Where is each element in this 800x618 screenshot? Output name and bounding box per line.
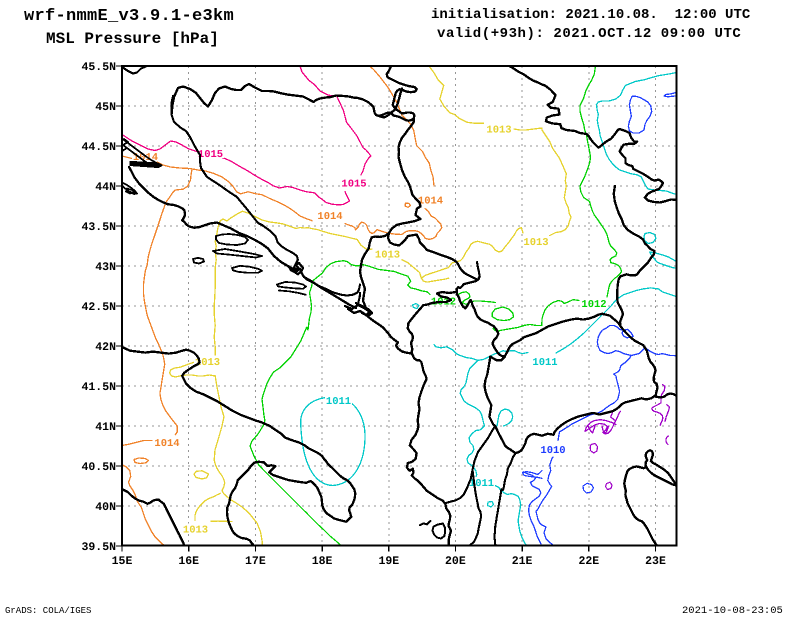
svg-text:21E: 21E [512,555,533,568]
svg-text:42N: 42N [95,341,116,354]
svg-text:1013: 1013 [523,237,548,249]
svg-text:39.5N: 39.5N [81,541,116,554]
svg-text:45.5N: 45.5N [81,61,116,74]
svg-text:15E: 15E [112,555,133,568]
svg-text:44.5N: 44.5N [81,141,116,154]
svg-text:19E: 19E [378,555,399,568]
svg-text:40N: 40N [95,501,116,514]
svg-text:1015: 1015 [341,179,366,191]
svg-text:44N: 44N [95,181,116,194]
svg-text:18E: 18E [312,555,333,568]
svg-text:17E: 17E [245,555,266,568]
svg-text:1015: 1015 [198,149,223,161]
svg-text:1013: 1013 [195,357,220,369]
svg-text:41.5N: 41.5N [81,381,116,394]
svg-text:1014: 1014 [154,438,179,450]
svg-text:1011: 1011 [532,357,557,369]
svg-text:20E: 20E [445,555,466,568]
svg-text:41N: 41N [95,421,116,434]
svg-text:1010: 1010 [540,445,565,457]
svg-text:22E: 22E [578,555,599,568]
svg-text:43N: 43N [95,261,116,274]
svg-text:23E: 23E [645,555,666,568]
svg-text:1013: 1013 [375,250,400,262]
svg-text:42.5N: 42.5N [81,301,116,314]
svg-text:1013: 1013 [183,525,208,537]
svg-text:43.5N: 43.5N [81,221,116,234]
svg-text:1014: 1014 [418,195,443,207]
svg-text:1013: 1013 [486,124,511,136]
svg-text:1014: 1014 [317,211,342,223]
svg-text:16E: 16E [178,555,199,568]
svg-text:1012: 1012 [581,299,606,311]
svg-text:40.5N: 40.5N [81,461,116,474]
svg-text:45N: 45N [95,101,116,114]
svg-text:1011: 1011 [326,396,351,408]
